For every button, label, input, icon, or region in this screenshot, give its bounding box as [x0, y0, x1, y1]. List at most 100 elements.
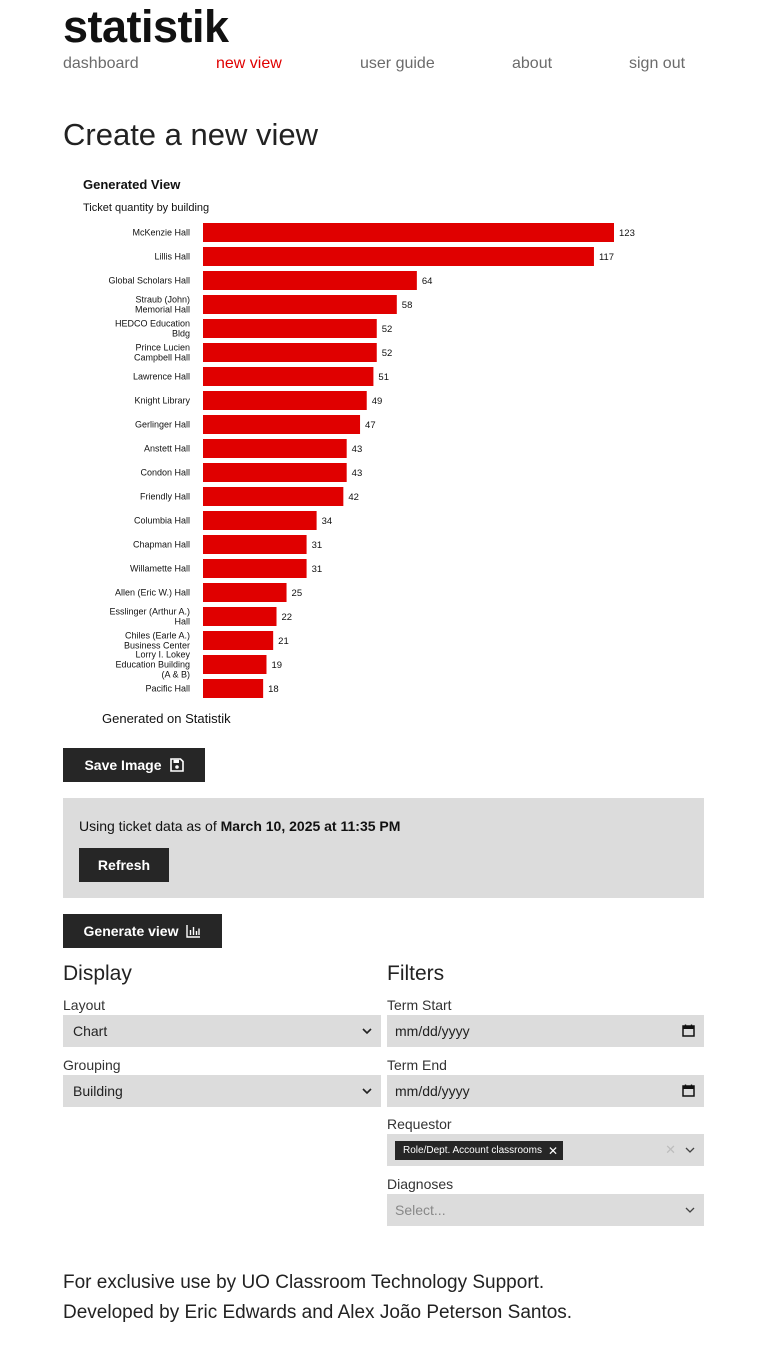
chevron-down-icon [362, 1028, 372, 1035]
chart-value-label: 31 [312, 540, 323, 551]
chart-bar [203, 223, 614, 242]
chart-bars: 123 McKenzie Hall 117 Lillis Hall 64 Global S… [108, 223, 635, 698]
chart-value-label: 51 [378, 372, 389, 383]
remove-tag-icon[interactable]: ✕ [547, 1143, 559, 1158]
bar-chart-icon [186, 925, 201, 938]
chart-bar [203, 559, 307, 578]
chevron-down-icon[interactable] [684, 1204, 696, 1216]
chart-bar [203, 343, 377, 362]
save-image-label: Save Image [84, 757, 162, 773]
chart-bar [203, 295, 397, 314]
requestor-tag: Role/Dept. Account classrooms ✕ [395, 1141, 564, 1160]
term-start-placeholder: mm/dd/yyyy [395, 1023, 470, 1039]
chart-value-label: 19 [271, 660, 282, 671]
requestor-label: Requestor [387, 1116, 452, 1132]
diagnoses-label: Diagnoses [387, 1176, 454, 1192]
nav-dashboard[interactable]: dashboard [63, 55, 139, 72]
chart-category-label: Knight Library [134, 396, 190, 406]
diagnoses-multiselect[interactable]: Select... [387, 1194, 704, 1226]
chart-value-label: 52 [382, 348, 393, 359]
chart-value-label: 34 [322, 516, 333, 527]
chart-category-label: Columbia Hall [134, 516, 190, 526]
chart-category-label: Chapman Hall [133, 540, 190, 550]
footer-line-2: Developed by Eric Edwards and Alex João … [63, 1302, 573, 1323]
chart-bar [203, 607, 277, 626]
calendar-icon[interactable] [682, 1084, 695, 1097]
data-as-of-text: Using ticket data as of March 10, 2025 a… [79, 818, 400, 834]
requestor-multiselect[interactable]: Role/Dept. Account classrooms ✕ ✕ [387, 1134, 704, 1166]
term-start-label: Term Start [387, 997, 452, 1013]
chart-category-label: Pacific Hall [145, 684, 190, 694]
chart-subtitle: Ticket quantity by building [83, 202, 209, 214]
chart-bar [203, 583, 287, 602]
chart-value-label: 42 [348, 492, 359, 503]
nav-sign-out[interactable]: sign out [629, 55, 686, 72]
grouping-select-value: Building [73, 1083, 123, 1099]
chart-value-label: 117 [599, 252, 614, 263]
chart-footer: Generated on Statistik [102, 711, 231, 726]
refresh-button[interactable]: Refresh [79, 848, 169, 882]
chart-bar [203, 535, 307, 554]
refresh-label: Refresh [97, 857, 151, 873]
floppy-disk-icon [169, 758, 184, 772]
clear-selection-icon[interactable]: ✕ [665, 1142, 676, 1157]
chevron-down-icon [362, 1088, 372, 1095]
data-status-panel: Using ticket data as of March 10, 2025 a… [63, 798, 704, 898]
chart-category-label: Lillis Hall [154, 252, 190, 262]
generate-view-label: Generate view [83, 923, 179, 939]
display-heading: Display [63, 962, 132, 985]
term-end-label: Term End [387, 1057, 447, 1073]
chart-bar [203, 631, 274, 650]
footer-line-1: For exclusive use by UO Classroom Techno… [63, 1272, 545, 1293]
chart-bar [203, 487, 344, 506]
chart-category-label: Friendly Hall [140, 492, 190, 502]
chart-value-label: 47 [365, 420, 376, 431]
layout-label: Layout [63, 997, 106, 1013]
chart-bar [203, 247, 594, 266]
chart-category-label: Chiles (Earle A.) Business Center [124, 631, 190, 651]
chart-value-label: 64 [422, 276, 433, 287]
main-nav: dashboard new view user guide about sign… [63, 55, 703, 75]
brand-logo-text: statistik [63, 1, 229, 52]
chart-value-label: 123 [619, 228, 635, 239]
term-end-placeholder: mm/dd/yyyy [395, 1083, 470, 1099]
data-as-of-timestamp: March 10, 2025 at 11:35 PM [220, 818, 401, 834]
chart-value-label: 18 [268, 684, 279, 695]
grouping-label: Grouping [63, 1057, 121, 1073]
chart-category-label: Esslinger (Arthur A.) Hall [109, 607, 190, 627]
chart-bar [203, 415, 361, 434]
layout-select[interactable]: Chart [63, 1015, 381, 1047]
chart-value-label: 49 [372, 396, 383, 407]
term-start-input[interactable]: mm/dd/yyyy [387, 1015, 704, 1047]
chart-value-label: 31 [312, 564, 323, 575]
chart-category-label: Gerlinger Hall [135, 420, 190, 430]
term-end-input[interactable]: mm/dd/yyyy [387, 1075, 704, 1107]
chart-category-label: Lawrence Hall [133, 372, 190, 382]
nav-about[interactable]: about [512, 55, 553, 72]
chart-value-label: 52 [382, 324, 393, 335]
chevron-down-icon[interactable] [684, 1144, 696, 1156]
chart-bar [203, 367, 374, 386]
nav-user-guide[interactable]: user guide [360, 55, 435, 72]
chart-category-label: McKenzie Hall [132, 228, 190, 238]
chart-bar [203, 655, 267, 674]
nav-new-view[interactable]: new view [216, 55, 282, 72]
requestor-tag-label: Role/Dept. Account classrooms [403, 1145, 542, 1156]
chart-value-label: 43 [352, 444, 363, 455]
chart-bar [203, 271, 417, 290]
chart-category-label: HEDCO Education Bldg [115, 319, 190, 339]
page-title: Create a new view [63, 117, 319, 152]
data-as-of-prefix: Using ticket data as of [79, 818, 221, 834]
chart-category-label: Straub (John) Memorial Hall [135, 295, 190, 315]
layout-select-value: Chart [73, 1023, 108, 1039]
chart-value-label: 21 [278, 636, 289, 647]
generate-view-button[interactable]: Generate view [63, 914, 222, 948]
chart-value-label: 25 [292, 588, 303, 599]
save-image-button[interactable]: Save Image [63, 748, 205, 782]
chart-bar [203, 319, 377, 338]
calendar-icon[interactable] [682, 1024, 695, 1037]
filters-heading: Filters [387, 962, 445, 985]
chart-category-label: Anstett Hall [144, 444, 190, 454]
grouping-select[interactable]: Building [63, 1075, 381, 1107]
chart-bar [203, 391, 367, 410]
